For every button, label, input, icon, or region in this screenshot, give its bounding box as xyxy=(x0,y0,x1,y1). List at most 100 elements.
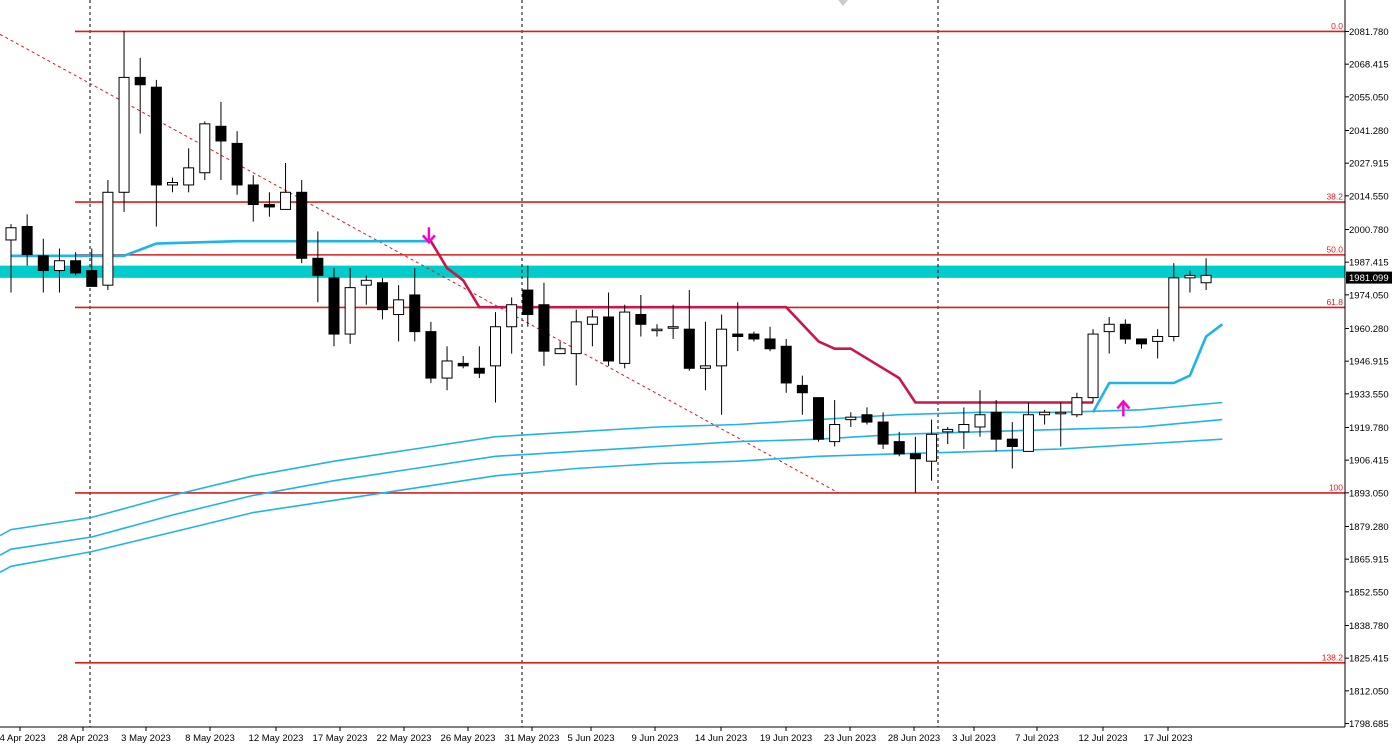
envelope-upper-line xyxy=(0,401,1223,537)
fib-level-label: 138.2 xyxy=(1322,652,1344,662)
date-tick-label: 3 Jul 2023 xyxy=(952,733,996,744)
candle-down xyxy=(150,86,162,186)
fib-level-label: 38.2 xyxy=(1326,192,1343,202)
candle-down xyxy=(522,289,534,316)
sell-signal-arrow xyxy=(421,227,436,245)
candle-up xyxy=(942,428,954,433)
candle-up xyxy=(1152,336,1164,342)
price-tick-label: 1838.780 xyxy=(1349,621,1389,632)
candle-down xyxy=(813,397,824,440)
candle-down xyxy=(21,226,33,256)
candle-up xyxy=(1071,397,1083,416)
candles-layer xyxy=(5,30,1212,493)
candle-down xyxy=(861,414,873,423)
candle-up xyxy=(102,191,114,286)
envelope-lower-line xyxy=(0,438,1223,574)
date-tick-label: 7 Jul 2023 xyxy=(1015,733,1059,744)
candle-up xyxy=(360,279,372,286)
candle-down xyxy=(247,184,259,206)
candle-down xyxy=(37,255,49,272)
signal-arrows-layer xyxy=(421,227,1131,417)
crimson-stop-line xyxy=(429,240,1093,404)
price-tick-label: 1879.280 xyxy=(1349,522,1389,533)
candle-up xyxy=(699,365,711,369)
candle-up xyxy=(829,424,841,443)
separator-layer xyxy=(89,0,939,727)
date-tick-label: 5 Jun 2023 xyxy=(567,733,614,744)
candle-up xyxy=(183,167,195,186)
candle-up xyxy=(1022,414,1034,452)
candle-up xyxy=(5,227,17,241)
candle-up xyxy=(1103,323,1115,333)
date-tick-label: 3 May 2023 xyxy=(121,733,171,744)
fib-level-label: 50.0 xyxy=(1326,244,1343,254)
current-price-box xyxy=(1346,271,1392,284)
candle-down xyxy=(86,270,98,287)
price-tick-label: 2014.550 xyxy=(1349,191,1389,202)
candle-down xyxy=(683,328,695,369)
candle-down xyxy=(70,260,82,274)
price-tick-label: 1812.050 xyxy=(1349,686,1389,697)
indicator-layer xyxy=(0,239,1224,574)
price-tick-label: 1825.415 xyxy=(1349,654,1389,665)
date-tick-label: 28 Jun 2023 xyxy=(888,733,940,744)
candle-down xyxy=(990,411,1002,440)
candle-up xyxy=(926,433,938,462)
price-tick-label: 2068.415 xyxy=(1349,60,1389,71)
price-tick-label: 2027.915 xyxy=(1349,159,1389,170)
candle-up xyxy=(716,328,728,367)
candle-up xyxy=(393,299,405,316)
candle-up xyxy=(651,328,663,332)
price-tick-label: 1798.685 xyxy=(1349,719,1389,730)
price-tick-label: 1865.915 xyxy=(1349,555,1389,566)
candle-up xyxy=(167,182,178,186)
candle-down xyxy=(473,367,485,374)
candle-down xyxy=(1136,338,1147,345)
date-tick-label: 8 May 2023 xyxy=(185,733,235,744)
date-tick-label: 14 Jun 2023 xyxy=(695,733,747,744)
price-tick-label: 1960.280 xyxy=(1349,324,1389,335)
candle-down xyxy=(909,453,921,460)
candle-down xyxy=(764,338,776,350)
candle-down xyxy=(893,441,905,455)
price-tick-label: 1906.415 xyxy=(1349,456,1389,467)
date-tick-label: 31 May 2023 xyxy=(505,733,560,744)
candle-up xyxy=(570,321,582,355)
cyan-band xyxy=(0,265,1345,278)
candle-up xyxy=(118,76,130,193)
price-tick-label: 1974.050 xyxy=(1349,290,1389,301)
candle-up xyxy=(845,416,857,421)
candle-down xyxy=(780,345,792,384)
date-tick-label: 22 May 2023 xyxy=(377,733,432,744)
candle-down xyxy=(376,282,388,311)
candle-down xyxy=(1119,323,1131,340)
candle-up xyxy=(958,424,970,433)
candle-down xyxy=(603,316,615,362)
candle-up xyxy=(53,260,65,272)
fib-level-label: 100 xyxy=(1329,482,1343,492)
candle-down xyxy=(1006,438,1018,448)
candle-down xyxy=(215,125,227,142)
envelope-middle-line xyxy=(0,418,1223,556)
date-tick-label: 12 Jul 2023 xyxy=(1078,733,1127,744)
fib-level-label: 61.8 xyxy=(1326,297,1343,307)
price-tick-label: 1893.050 xyxy=(1349,488,1389,499)
date-tick-label: 28 Apr 2023 xyxy=(57,733,108,744)
candle-down xyxy=(732,333,744,338)
candle-up xyxy=(1087,333,1099,399)
candle-up xyxy=(506,304,518,328)
price-tick-label: 1933.550 xyxy=(1349,389,1389,400)
arrow-head xyxy=(421,234,436,245)
candle-up xyxy=(1168,277,1180,338)
candle-down xyxy=(877,421,889,445)
candle-down xyxy=(457,362,469,367)
candle-up xyxy=(1055,411,1067,415)
candle-down xyxy=(635,314,647,325)
fib-trend-line xyxy=(0,33,839,494)
date-tick-label: 17 Jul 2023 xyxy=(1143,733,1192,744)
price-tick-label: 2000.780 xyxy=(1349,225,1389,236)
